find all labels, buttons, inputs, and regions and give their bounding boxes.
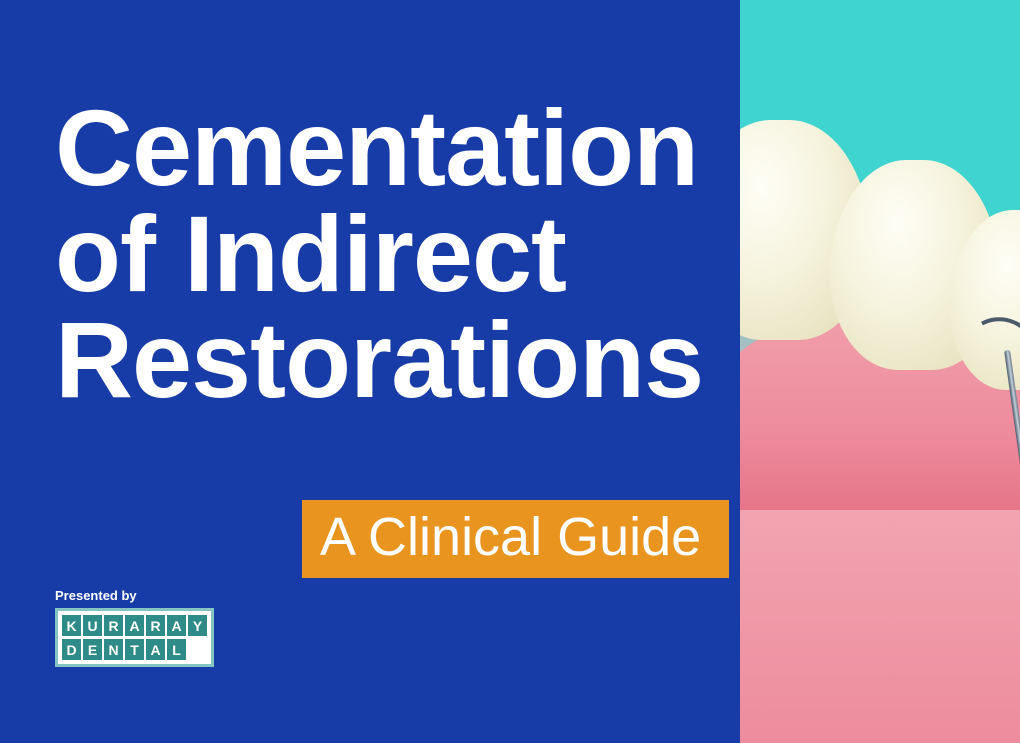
subtitle-text: A Clinical Guide — [320, 507, 701, 567]
logo-letter: A — [167, 615, 186, 636]
main-title: Cementation of Indirect Restorations — [55, 95, 740, 412]
logo-letter: N — [104, 639, 123, 660]
logo-letter: L — [167, 639, 186, 660]
sponsor-logo: K U R A R A Y D E N T A L — [55, 608, 214, 667]
logo-letter: T — [125, 639, 144, 660]
logo-letter: D — [62, 639, 81, 660]
logo-letter: R — [146, 615, 165, 636]
title-line-1: Cementation — [55, 87, 698, 208]
presented-by-label: Presented by — [55, 588, 137, 603]
logo-letter: A — [125, 615, 144, 636]
logo-letter: A — [146, 639, 165, 660]
subtitle-box: A Clinical Guide — [302, 500, 729, 578]
logo-row-1: K U R A R A Y — [62, 615, 207, 636]
title-line-2: of Indirect — [55, 193, 566, 314]
logo-row-2: D E N T A L — [62, 639, 207, 660]
logo-letter: Y — [188, 615, 207, 636]
left-panel: Cementation of Indirect Restorations A C… — [0, 0, 740, 743]
logo-letter: E — [83, 639, 102, 660]
document-cover: Cementation of Indirect Restorations A C… — [0, 0, 1020, 743]
logo-letter: R — [104, 615, 123, 636]
title-line-3: Restorations — [55, 299, 703, 420]
logo-letter: K — [62, 615, 81, 636]
logo-letter: U — [83, 615, 102, 636]
right-image-panel — [740, 0, 1020, 743]
